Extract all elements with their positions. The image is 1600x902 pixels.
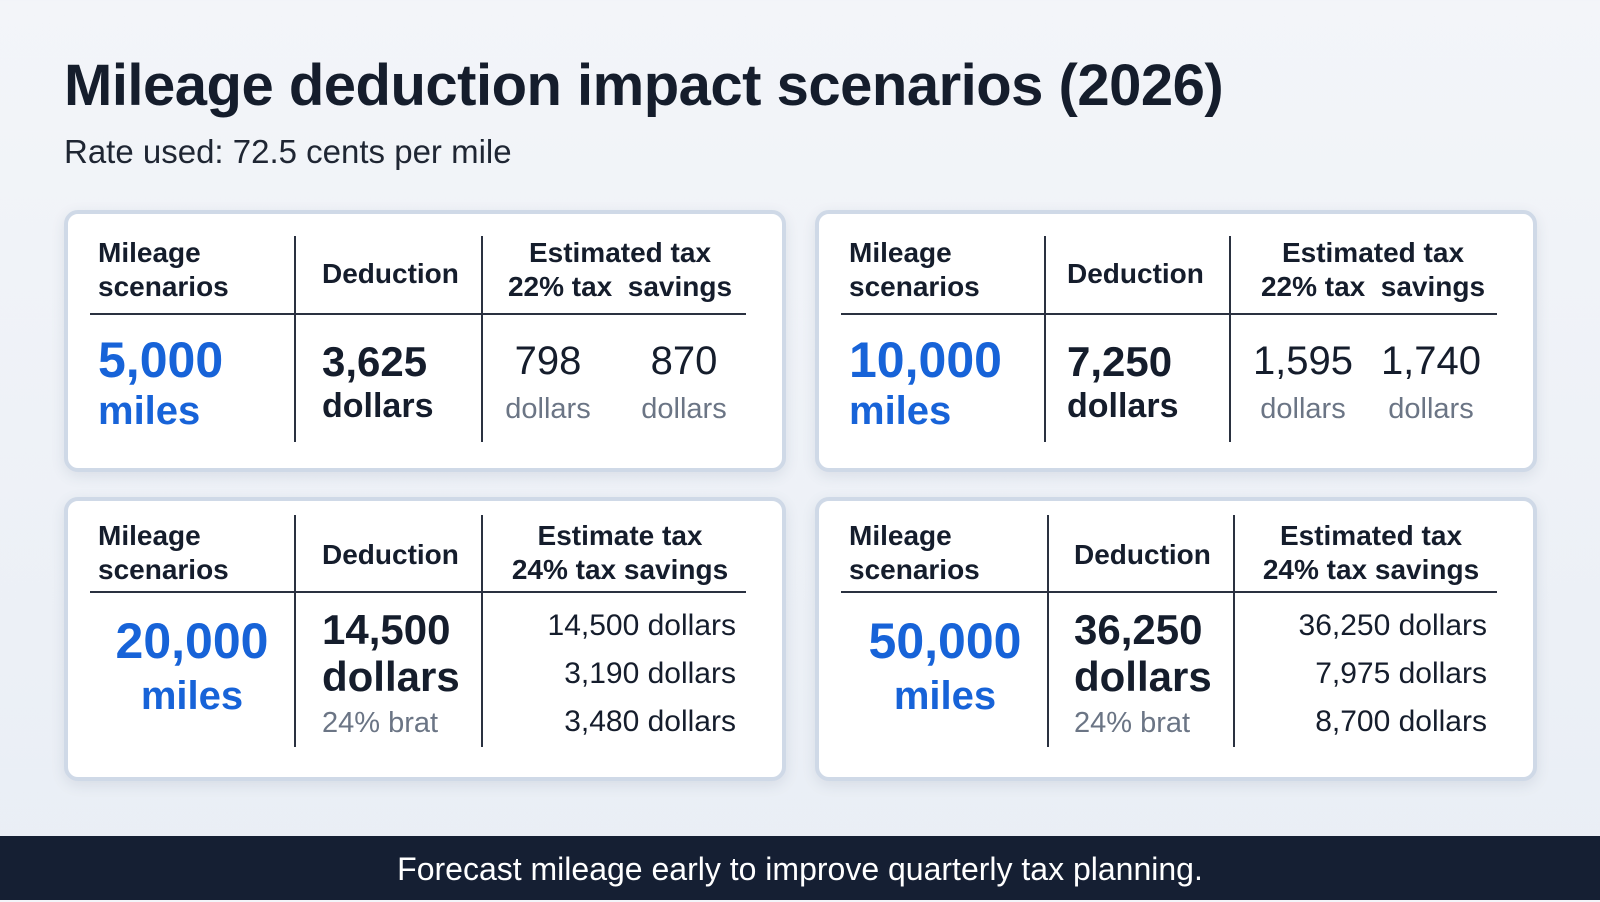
column-divider (294, 236, 296, 442)
miles-value: 5,000 (98, 332, 224, 388)
column-divider (1233, 515, 1235, 747)
col-header-deduction: Deduction (322, 258, 459, 289)
column-divider (481, 515, 483, 747)
savings-line: 8,700 dollars (1315, 705, 1487, 738)
page-title: Mileage deduction impact scenarios (2026… (64, 53, 1224, 118)
miles-value: 10,000 (849, 332, 1002, 388)
deduction-unit: dollars (1067, 387, 1179, 425)
col-header-savings: Estimated tax 22% tax savings (1231, 236, 1515, 304)
col-header-mileage-line2: scenarios (98, 271, 229, 302)
deduction-value: 14,500 (322, 606, 451, 653)
miles-unit: miles (849, 389, 952, 433)
col-header-mileage-line2: scenarios (849, 554, 980, 585)
header-divider (90, 591, 746, 593)
column-divider (1047, 515, 1049, 747)
column-divider (1044, 236, 1046, 442)
header-divider (841, 313, 1497, 315)
deduction-unit: dollars (322, 387, 434, 425)
col-header-savings-line2: 22% tax savings (507, 271, 733, 302)
miles-unit: miles (140, 674, 244, 718)
col-header-savings: Estimate tax 24% tax savings (484, 519, 756, 587)
deduction-value: 7,250 (1067, 338, 1173, 385)
savings-unit: dollars (641, 393, 727, 425)
deduction-unit: dollars (322, 653, 460, 700)
savings-cell: 870 dollars (634, 338, 734, 426)
col-header-deduction: Deduction (1074, 539, 1211, 570)
bracket-note: 24% brat (1074, 707, 1191, 739)
miles-cell: 50,000 miles (845, 613, 1045, 719)
col-header-mileage-line1: Mileage (849, 520, 952, 551)
bracket-note: 24% brat (322, 707, 439, 739)
col-header-savings: Estimated tax 24% tax savings (1235, 519, 1507, 587)
miles-cell: 20,000 miles (94, 613, 290, 719)
savings-cell: 1,740 dollars (1371, 338, 1491, 426)
col-header-mileage-line2: scenarios (98, 554, 229, 585)
page-subtitle: Rate used: 72.5 cents per mile (64, 133, 512, 170)
savings-unit: dollars (1260, 393, 1346, 425)
column-divider (294, 515, 296, 747)
savings-line: 7,975 dollars (1315, 657, 1487, 690)
miles-value: 20,000 (115, 613, 269, 669)
scenario-card-20000: Mileage scenarios Deduction Estimate tax… (64, 497, 786, 781)
savings-cell: 1,595 dollars (1243, 338, 1363, 426)
scenario-card-5000: Mileage scenarios Deduction Estimated ta… (64, 210, 786, 472)
savings-value: 870 (650, 339, 718, 383)
col-header-mileage-line1: Mileage (98, 520, 201, 551)
col-header-mileage: Mileage scenarios (98, 519, 229, 587)
savings-unit: dollars (1388, 393, 1474, 425)
col-header-savings-line1: Estimate tax (537, 520, 703, 551)
col-header-mileage-line1: Mileage (98, 237, 201, 268)
header-divider (90, 313, 746, 315)
col-header-savings-line1: Estimated tax (1281, 237, 1465, 268)
col-header-deduction: Deduction (1067, 258, 1204, 289)
deduction-value: 3,625 (322, 338, 428, 385)
col-header-savings-line2: 24% tax savings (1262, 554, 1480, 585)
miles-unit: miles (98, 389, 201, 433)
column-divider (1229, 236, 1231, 442)
scenario-card-50000: Mileage scenarios Deduction Estimated ta… (815, 497, 1537, 781)
deduction-unit: dollars (1074, 653, 1212, 700)
col-header-deduction: Deduction (322, 539, 459, 570)
savings-unit: dollars (505, 393, 591, 425)
col-header-mileage: Mileage scenarios (98, 236, 229, 304)
savings-line: 3,190 dollars (564, 657, 736, 690)
savings-value: 1,595 (1252, 339, 1354, 383)
savings-line: 36,250 dollars (1298, 609, 1487, 642)
column-divider (481, 236, 483, 442)
savings-line: 3,480 dollars (564, 705, 736, 738)
col-header-savings: Estimated tax 22% tax savings (484, 236, 756, 304)
savings-cell: 798 dollars (498, 338, 598, 426)
header-divider (841, 591, 1497, 593)
savings-line: 14,500 dollars (547, 609, 736, 642)
col-header-mileage: Mileage scenarios (849, 236, 980, 304)
col-header-mileage-line2: scenarios (849, 271, 980, 302)
col-header-savings-line2: 24% tax savings (511, 554, 729, 585)
col-header-mileage-line1: Mileage (849, 237, 952, 268)
savings-value: 798 (514, 339, 582, 383)
miles-value: 50,000 (868, 613, 1022, 669)
deduction-value: 36,250 (1074, 606, 1203, 653)
footer-banner: Forecast mileage early to improve quarte… (0, 836, 1600, 900)
col-header-savings-line1: Estimated tax (528, 237, 712, 268)
miles-unit: miles (893, 674, 997, 718)
col-header-mileage: Mileage scenarios (849, 519, 980, 587)
col-header-savings-line1: Estimated tax (1279, 520, 1463, 551)
col-header-savings-line2: 22% tax savings (1260, 271, 1486, 302)
scenario-card-10000: Mileage scenarios Deduction Estimated ta… (815, 210, 1537, 472)
savings-value: 1,740 (1380, 339, 1482, 383)
